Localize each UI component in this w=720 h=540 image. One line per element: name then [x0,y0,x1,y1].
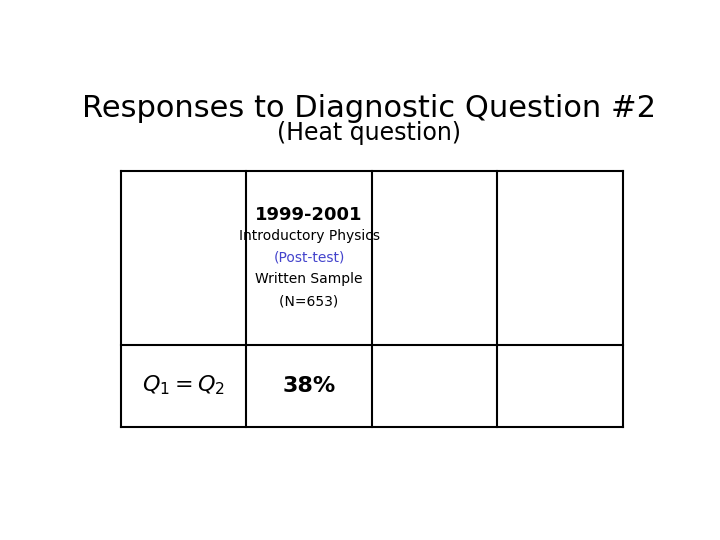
Text: 38%: 38% [282,376,336,396]
Text: (Heat question): (Heat question) [277,122,461,145]
Text: Written Sample: Written Sample [256,272,363,286]
Text: (⁠N=653): (⁠N=653) [279,294,338,308]
Text: Introductory Physics: Introductory Physics [238,229,379,243]
Text: (Post-test): (Post-test) [274,251,345,265]
Text: Responses to Diagnostic Question #2: Responses to Diagnostic Question #2 [82,94,656,123]
Text: 1999-2001: 1999-2001 [256,206,363,224]
Text: $\mathit{Q_1 = Q_2}$: $\mathit{Q_1 = Q_2}$ [142,374,225,397]
